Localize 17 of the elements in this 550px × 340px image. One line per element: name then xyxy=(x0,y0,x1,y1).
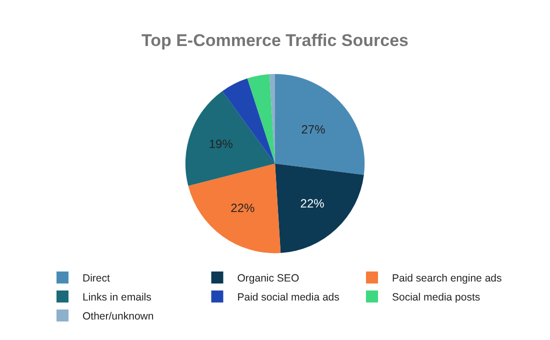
legend-label: Paid social media ads xyxy=(237,292,340,304)
pie-slice xyxy=(185,91,275,186)
legend-label: Other/unknown xyxy=(82,310,154,323)
chart-title: Top E-Commerce Traffic Sources xyxy=(141,30,409,50)
pie-slice xyxy=(247,74,275,164)
legend-label: Links in emails xyxy=(82,292,152,304)
legend-label: Social media posts xyxy=(392,292,480,304)
pie-slice xyxy=(188,164,281,254)
data-label: 22% xyxy=(230,200,256,215)
pie-slice xyxy=(275,164,364,254)
legend-label: Organic SEO xyxy=(237,272,300,285)
data-label: 27% xyxy=(301,122,326,137)
data-label: 22% xyxy=(300,196,325,210)
data-label: 19% xyxy=(208,137,234,152)
legend-label: Paid search engine ads xyxy=(392,272,502,285)
legend-label: Direct xyxy=(82,272,110,285)
pie-slice xyxy=(275,74,365,175)
